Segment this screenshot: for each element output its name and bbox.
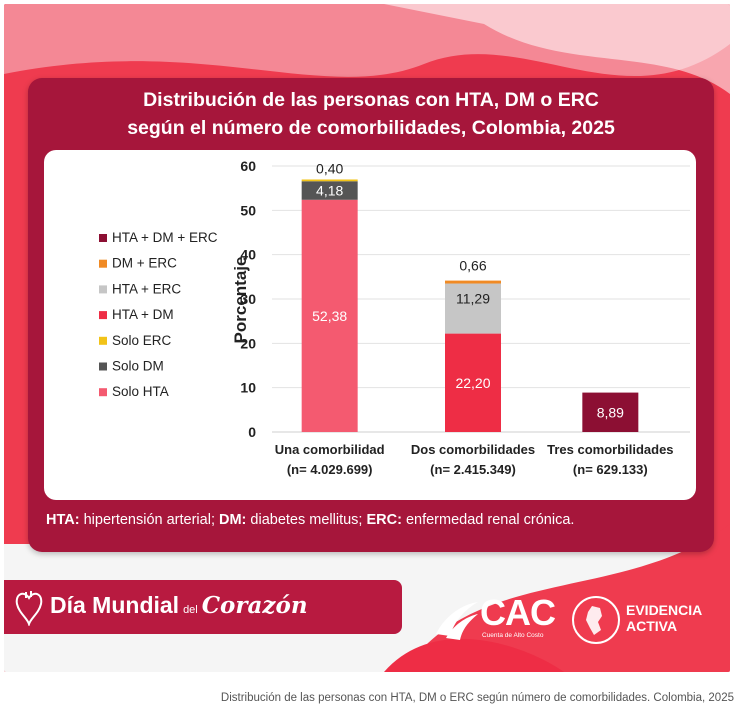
x-tick-sublabel: (n= 629.133) (573, 462, 648, 477)
legend-label: HTA + DM + ERC (112, 230, 218, 245)
chart-title: Distribución de las personas con HTA, DM… (28, 86, 714, 142)
poster: Distribución de las personas con HTA, DM… (4, 4, 730, 672)
bar-segment (301, 199, 358, 432)
chart-card: Distribución de las personas con HTA, DM… (28, 78, 714, 552)
footnote-abbr-dm: DM: (219, 512, 247, 528)
y-tick-label: 20 (240, 335, 256, 351)
activa-text: ACTIVA (626, 618, 678, 634)
y-tick-label: 30 (240, 291, 256, 307)
data-label: 0,40 (316, 160, 343, 176)
x-tick-label: Tres comorbilidades (547, 442, 673, 457)
footnote-abbr-erc: ERC: (366, 512, 402, 528)
legend-swatch (99, 234, 107, 242)
evidencia-activa-logo: EVIDENCIA ACTIVA (626, 602, 702, 634)
x-tick-sublabel: (n= 4.029.699) (287, 462, 373, 477)
data-label: 22,20 (455, 375, 490, 391)
legend-label: HTA + ERC (112, 281, 181, 296)
legend-label: HTA + DM (112, 307, 174, 322)
legend-swatch (99, 336, 107, 345)
legend-swatch (99, 311, 107, 320)
bar-segment (445, 283, 501, 334)
chart-panel: 0 10 20 30 40 50 60 Porcentaje 52,38 4,18 0,40 Una … (44, 150, 696, 500)
footnote-def-hta: hipertensión arterial; (79, 512, 219, 528)
del-text: del (183, 604, 198, 616)
y-tick-label: 60 (240, 158, 256, 174)
legend-swatch (99, 362, 107, 371)
legend-label: Solo ERC (112, 333, 172, 348)
abbreviations-footnote: HTA: hipertensión arterial; DM: diabetes… (46, 510, 706, 530)
evidencia-text: EVIDENCIA (626, 602, 703, 618)
bar-segment (445, 280, 501, 284)
cac-swoosh-icon (436, 602, 478, 640)
image-caption: Distribución de las personas con HTA, DM… (220, 692, 734, 704)
evidencia-activa-emblem-icon (572, 596, 620, 644)
y-tick-label: 10 (240, 380, 256, 396)
corazon-text: Corazón (201, 592, 308, 619)
footnote-abbr-hta: HTA: (46, 512, 80, 528)
legend-swatch (99, 285, 107, 294)
data-label: 4,18 (316, 183, 343, 199)
bar-segment (582, 392, 639, 432)
x-tick-label: Una comorbilidad (275, 442, 385, 457)
cac-subtitle: Cuenta de Alto Costo (482, 632, 544, 639)
dia-mundial-logo: Día Mundial del Corazón (50, 592, 308, 619)
dia-mundial-text: Día Mundial (50, 592, 180, 618)
chart-title-line-1: Distribución de las personas con HTA, DM… (143, 89, 599, 111)
legend-swatch (99, 388, 107, 397)
y-tick-label: 0 (248, 424, 256, 440)
legend-label: Solo DM (112, 359, 164, 374)
y-tick-label: 50 (240, 202, 256, 218)
stacked-bar-chart: 0 10 20 30 40 50 60 Porcentaje 52,38 4,18 0,40 Una … (99, 158, 690, 477)
anatomical-heart-icon (15, 591, 43, 626)
data-label: 52,38 (312, 308, 347, 324)
data-label: 0,66 (459, 258, 486, 274)
x-tick-sublabel: (n= 2.415.349) (430, 462, 516, 477)
y-axis-label: Porcentaje (231, 257, 250, 344)
x-tick-label: Dos comorbilidades (411, 442, 535, 457)
bar-segment (445, 333, 501, 432)
chart-title-line-2: según el número de comorbilidades, Colom… (127, 117, 615, 139)
footnote-def-dm: diabetes mellitus; (246, 512, 367, 528)
data-label: 11,29 (456, 291, 490, 307)
cac-logo-text: CAC (480, 592, 556, 633)
y-tick-label: 40 (240, 247, 256, 263)
bar-segment (301, 179, 358, 182)
data-label: 8,89 (597, 404, 624, 420)
legend-label: DM + ERC (112, 256, 177, 271)
dia-mundial-banner: Día Mundial del Corazón (4, 580, 402, 634)
footnote-def-erc: enfermedad renal crónica. (401, 512, 575, 528)
legend-swatch (99, 259, 107, 268)
bar-segment (301, 181, 358, 200)
legend-label: Solo HTA (112, 384, 169, 399)
